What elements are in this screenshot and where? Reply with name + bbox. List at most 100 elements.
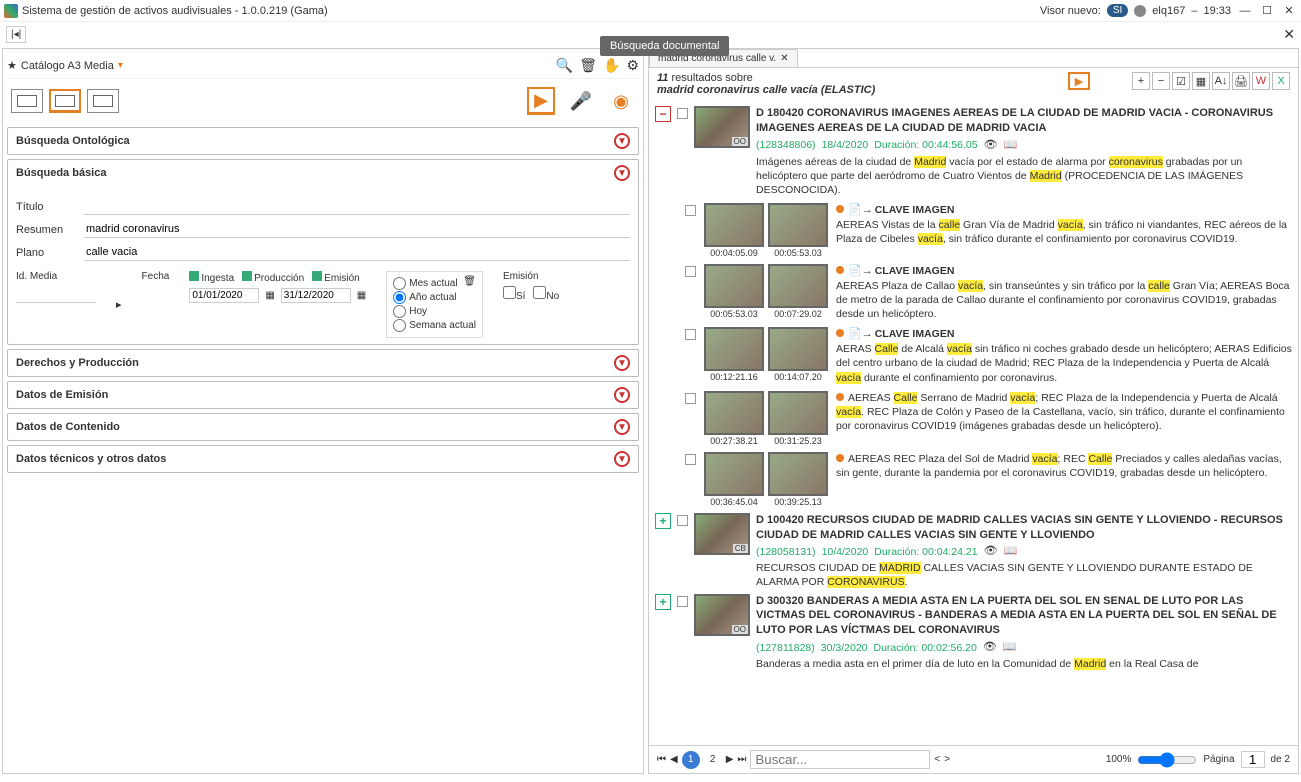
ano-radio[interactable]: Año actual xyxy=(393,291,476,304)
accordion-derechos[interactable]: Derechos y Producción▼ xyxy=(8,350,638,376)
aperture-icon[interactable]: ◉ xyxy=(607,87,635,115)
result-id[interactable]: (128058131) xyxy=(756,545,816,559)
calendar-icon[interactable]: ▦ xyxy=(357,290,366,301)
sub-thumbnail[interactable] xyxy=(704,391,764,435)
emision-check[interactable]: Emisión xyxy=(312,271,360,284)
checklist-icon[interactable]: ☑ xyxy=(1172,72,1190,90)
eye-icon[interactable]: 👁 xyxy=(984,138,998,153)
sort-icon[interactable]: A↓ xyxy=(1212,72,1230,90)
book-icon[interactable]: 📖 xyxy=(1003,640,1017,655)
word-export-icon[interactable]: W xyxy=(1252,72,1270,90)
eye-icon[interactable]: 👁 xyxy=(984,544,998,559)
search-icon[interactable]: 🔍 xyxy=(556,57,573,74)
result-thumbnail[interactable]: OO xyxy=(694,594,750,636)
pager-next-icon[interactable]: > xyxy=(944,754,950,765)
chevron-down-icon[interactable]: ▾ xyxy=(118,60,123,71)
visor-toggle[interactable]: SI xyxy=(1107,4,1128,17)
bullet-icon xyxy=(836,393,844,401)
ingesta-check[interactable]: Ingesta xyxy=(189,271,234,284)
sub-checkbox[interactable] xyxy=(685,329,696,340)
view-mode-3[interactable] xyxy=(87,89,119,113)
pager-prev-icon[interactable]: < xyxy=(934,754,940,765)
print-icon[interactable]: 🖨 xyxy=(1232,72,1250,90)
accordion-tecnicos[interactable]: Datos técnicos y otros datos▼ xyxy=(8,446,638,472)
result-id[interactable]: (128348806) xyxy=(756,138,816,152)
page-1-button[interactable]: 1 xyxy=(682,751,700,769)
page-number-input[interactable] xyxy=(1241,751,1265,768)
result-checkbox[interactable] xyxy=(677,596,688,607)
sub-checkbox[interactable] xyxy=(685,393,696,404)
close-button[interactable]: ✕ xyxy=(1281,4,1297,17)
accordion-basica[interactable]: Búsqueda básica▼ xyxy=(8,160,638,186)
expand-button[interactable]: − xyxy=(655,106,671,122)
plano-input[interactable] xyxy=(84,244,630,261)
accordion-ontologica[interactable]: Búsqueda Ontológica▼ xyxy=(8,128,638,154)
si-check[interactable]: Sí xyxy=(503,286,525,302)
grid-icon[interactable]: ▦ xyxy=(1192,72,1210,90)
result-thumbnail[interactable]: CB xyxy=(694,513,750,555)
date-to-input[interactable] xyxy=(281,288,351,303)
trash-icon[interactable]: 🗑 xyxy=(579,57,597,74)
microphone-icon[interactable]: 🎤 xyxy=(567,87,595,115)
sub-thumbnail[interactable] xyxy=(704,327,764,371)
result-checkbox[interactable] xyxy=(677,108,688,119)
view-mode-2[interactable] xyxy=(49,89,81,113)
sub-checkbox[interactable] xyxy=(685,205,696,216)
titulo-input[interactable] xyxy=(84,198,630,215)
result-thumbnail[interactable]: OO xyxy=(694,106,750,148)
expand-all-icon[interactable]: + xyxy=(1132,72,1150,90)
sub-thumbnail[interactable] xyxy=(704,203,764,247)
sidebar-toggle-icon[interactable]: |◂| xyxy=(6,26,26,43)
panel-close-icon[interactable]: ✕ xyxy=(1283,26,1295,43)
first-page-icon[interactable]: ⏮ xyxy=(657,754,666,765)
sub-thumbnail[interactable] xyxy=(768,264,828,308)
sub-checkbox[interactable] xyxy=(685,454,696,465)
excel-export-icon[interactable]: X xyxy=(1272,72,1290,90)
expand-button[interactable]: + xyxy=(655,594,671,610)
produccion-check[interactable]: Producción xyxy=(242,271,304,284)
maximize-button[interactable]: ☐ xyxy=(1259,4,1275,17)
result-id[interactable]: (127811828) xyxy=(756,641,815,655)
username: elq167 xyxy=(1152,5,1185,17)
hoy-radio[interactable]: Hoy xyxy=(393,305,476,318)
sub-thumbnail[interactable] xyxy=(768,452,828,496)
sub-thumbnail[interactable] xyxy=(768,327,828,371)
sub-thumbnail[interactable] xyxy=(704,452,764,496)
timecode: 00:04:05.09 xyxy=(704,248,764,258)
result-checkbox[interactable] xyxy=(677,515,688,526)
no-check[interactable]: No xyxy=(533,286,559,302)
minimize-button[interactable]: — xyxy=(1237,5,1253,17)
sub-checkbox[interactable] xyxy=(685,266,696,277)
sub-thumbnail[interactable] xyxy=(704,264,764,308)
video-icon[interactable]: ▶ xyxy=(527,87,555,115)
book-icon[interactable]: 📖 xyxy=(1004,138,1018,153)
resumen-input[interactable] xyxy=(84,221,630,238)
expand-button[interactable]: + xyxy=(655,513,671,529)
collapse-all-icon[interactable]: − xyxy=(1152,72,1170,90)
accordion-contenido[interactable]: Datos de Contenido▼ xyxy=(8,414,638,440)
sub-thumbnail[interactable] xyxy=(768,203,828,247)
tab-close-icon[interactable]: ✕ xyxy=(780,53,788,64)
clear-dates-icon[interactable]: 🗑 xyxy=(463,276,476,287)
next-page-icon[interactable]: ▶ xyxy=(726,754,734,765)
last-page-icon[interactable]: ⏭ xyxy=(737,754,746,765)
sub-thumbnail[interactable] xyxy=(768,391,828,435)
result-description: RECURSOS CIUDAD DE MADRID CALLES VACIAS … xyxy=(756,561,1292,589)
pager-search-input[interactable] xyxy=(750,750,930,769)
star-icon[interactable]: ★ xyxy=(7,59,17,72)
eye-icon[interactable]: 👁 xyxy=(983,640,997,655)
mes-radio[interactable]: Mes actual xyxy=(393,277,463,290)
calendar-icon[interactable]: ▦ xyxy=(265,290,274,301)
play-all-icon[interactable]: ▶ xyxy=(1068,72,1090,90)
hand-icon[interactable]: ✋ xyxy=(603,57,620,74)
gear-icon[interactable]: ⚙ xyxy=(626,57,639,74)
date-from-input[interactable] xyxy=(189,288,259,303)
prev-page-icon[interactable]: ◀ xyxy=(670,754,678,765)
page-2-button[interactable]: 2 xyxy=(704,751,722,769)
semana-radio[interactable]: Semana actual xyxy=(393,319,476,332)
accordion-emision[interactable]: Datos de Emisión▼ xyxy=(8,382,638,408)
view-mode-1[interactable] xyxy=(11,89,43,113)
zoom-slider[interactable] xyxy=(1137,752,1197,768)
idmedia-input[interactable] xyxy=(16,286,96,303)
book-icon[interactable]: 📖 xyxy=(1004,544,1018,559)
